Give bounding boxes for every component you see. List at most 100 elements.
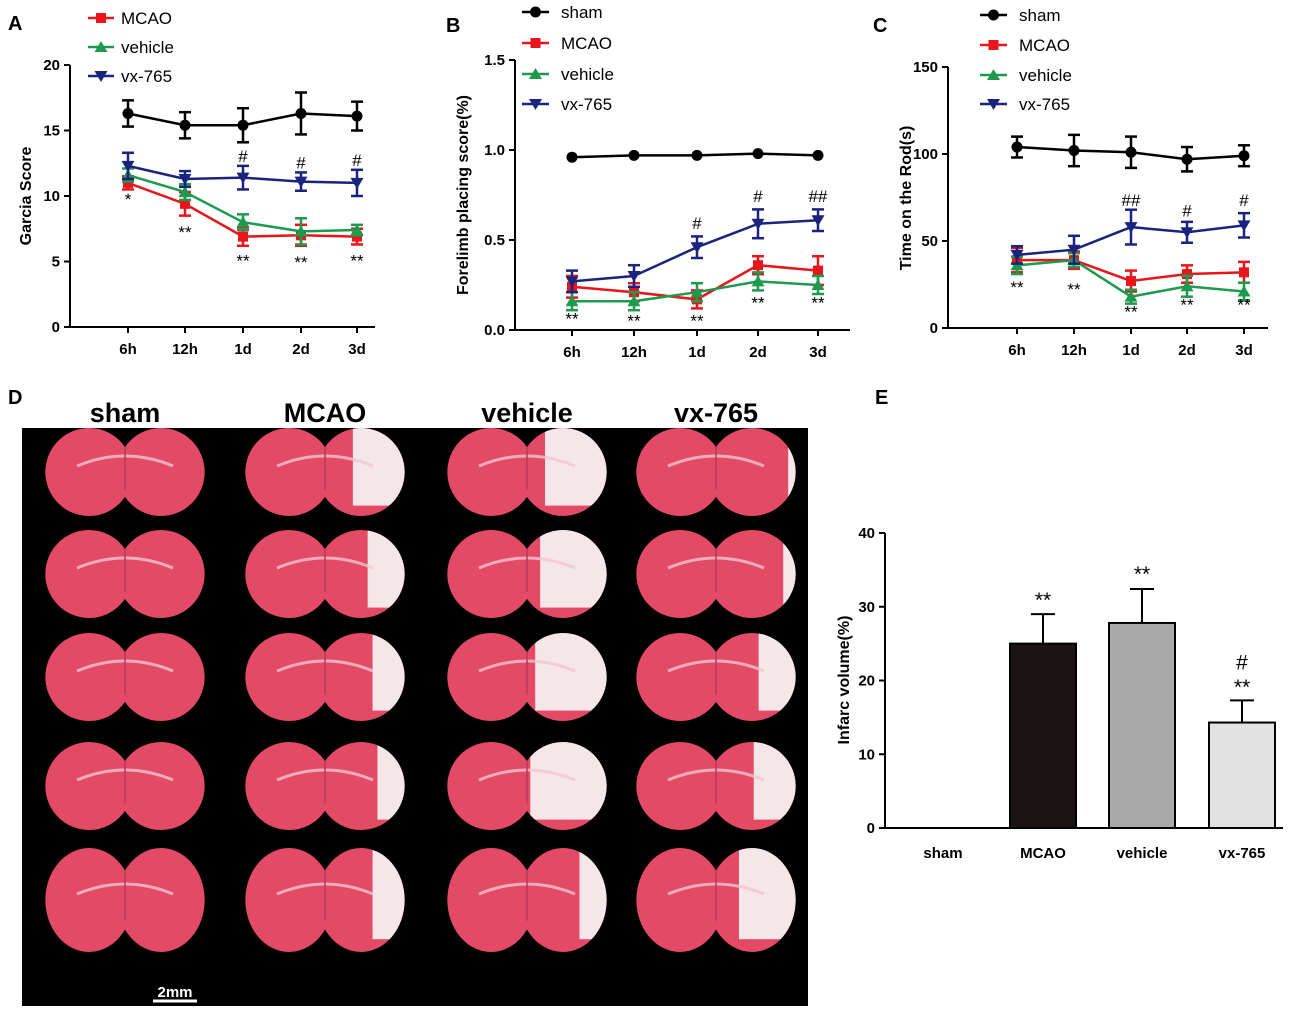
data-point xyxy=(352,231,362,242)
panel-letter-b: B xyxy=(446,15,460,37)
data-point xyxy=(1125,146,1137,158)
legend-marker xyxy=(96,13,106,23)
significance-mark: ** xyxy=(811,293,825,312)
data-point xyxy=(1124,290,1138,302)
y-tick-label: 20 xyxy=(858,673,875,690)
data-point xyxy=(751,275,765,287)
legend-item-vehicle: vehicle xyxy=(522,65,614,84)
data-point xyxy=(1011,141,1023,153)
legend-item-mcao: MCAO xyxy=(522,34,612,53)
legend-item-vx-765: vx-765 xyxy=(522,95,612,114)
y-tick-label: 20 xyxy=(43,57,60,74)
bar-vehicle xyxy=(1108,621,1176,829)
data-point xyxy=(294,176,308,188)
data-point xyxy=(813,265,823,276)
data-point xyxy=(294,225,308,237)
data-point xyxy=(690,242,704,254)
legend-marker xyxy=(530,38,541,48)
significance-mark: ** xyxy=(690,311,704,330)
data-point xyxy=(1237,285,1251,297)
panel-b-forelimb-chart: B 0.0 0.5 1.0 1.5 6h 12h 1d 2d 3d Forelimb placin… xyxy=(446,3,850,361)
significance-mark: # xyxy=(352,151,362,170)
legend-label: vehicle xyxy=(1019,66,1072,85)
panel-d-brain-slices: D sham MCAO vehicle vx-765 2mm xyxy=(8,387,808,1006)
panel-c-rod-chart: C 0 50 100 150 6h 12h 1d 2d 3d Time on the Rod(s)… xyxy=(873,6,1268,359)
panel-letter-c: C xyxy=(873,15,887,37)
significance-mark: ## xyxy=(809,187,828,206)
x-tick-label: sham xyxy=(923,845,962,862)
significance-mark: # xyxy=(1239,191,1249,210)
y-tick-label: 0 xyxy=(930,320,938,337)
x-tick-label: 6h xyxy=(119,341,137,358)
panel-letter-d: D xyxy=(8,387,22,409)
series-sham xyxy=(1011,133,1250,173)
data-point xyxy=(1010,249,1024,261)
bar-vx-765 xyxy=(1208,721,1276,829)
significance-mark: # xyxy=(753,187,763,206)
data-point xyxy=(752,148,764,160)
data-point xyxy=(178,186,192,198)
significance-mark: # xyxy=(1236,651,1248,674)
significance-mark: * xyxy=(125,190,132,209)
x-tick-label: 12h xyxy=(172,341,198,358)
significance-mark: ** xyxy=(236,252,250,271)
data-point xyxy=(351,110,363,122)
y-tick-label: 150 xyxy=(913,59,938,76)
legend-marker xyxy=(988,40,999,50)
panel-letter-a: A xyxy=(8,13,22,35)
legend-label: MCAO xyxy=(1019,36,1070,55)
data-point xyxy=(178,173,192,185)
y-tick-label: 0.5 xyxy=(484,232,505,249)
data-point xyxy=(1180,227,1194,239)
panel-letter-e: E xyxy=(875,387,888,409)
significance-mark: # xyxy=(692,214,702,233)
y-tick-label: 100 xyxy=(913,146,938,163)
series-sham xyxy=(566,148,824,163)
infarct-region xyxy=(788,428,796,506)
data-point xyxy=(811,279,825,290)
x-tick-label: 3d xyxy=(1235,342,1253,359)
data-point xyxy=(180,198,190,209)
data-point xyxy=(121,160,135,172)
y-tick-label: 0 xyxy=(52,319,60,336)
legend-marker xyxy=(94,71,108,82)
legend-item-mcao: MCAO xyxy=(980,36,1070,55)
legend-marker xyxy=(529,99,542,110)
y-tick-label: 10 xyxy=(858,746,875,763)
legend-item-vehicle: vehicle xyxy=(980,66,1072,85)
x-tick-label: 3d xyxy=(348,341,366,358)
legend-marker xyxy=(529,68,542,79)
data-point xyxy=(565,295,579,307)
series-vehicle xyxy=(565,271,825,312)
y-tick-label: 40 xyxy=(858,525,875,542)
column-header-vx-765: vx-765 xyxy=(674,398,758,428)
legend-item-mcao: MCAO xyxy=(88,9,172,28)
x-tick-label: 3d xyxy=(809,344,827,361)
x-tick-label: 1d xyxy=(688,344,706,361)
column-header-sham: sham xyxy=(90,398,161,428)
legend-label: vx-765 xyxy=(561,95,612,114)
significance-mark: ## xyxy=(1122,191,1141,210)
data-point xyxy=(1238,150,1250,162)
data-point xyxy=(1124,222,1138,234)
series-vx-765 xyxy=(121,151,364,198)
data-point xyxy=(690,286,704,298)
panel-e-infarct-bar-chart: E 0 10 20 30 40 Infarc volume(%) sham MCAO vehic… xyxy=(836,387,1283,862)
data-point xyxy=(236,172,250,184)
legend-item-vx-765: vx-765 xyxy=(88,67,172,86)
data-point xyxy=(1239,267,1249,278)
x-tick-label: 1d xyxy=(234,341,252,358)
y-tick-label: 10 xyxy=(43,188,60,205)
column-header-vehicle: vehicle xyxy=(481,398,573,428)
significance-mark: ** xyxy=(1010,278,1024,297)
data-point xyxy=(350,224,364,236)
legend-item-vx-765: vx-765 xyxy=(980,95,1070,114)
data-point xyxy=(1067,244,1081,256)
data-point xyxy=(1126,276,1136,287)
y-tick-label: 50 xyxy=(921,233,938,250)
data-point xyxy=(236,216,250,228)
legend-label: vx-765 xyxy=(121,67,172,86)
legend-marker xyxy=(987,99,1000,110)
y-tick-label: 15 xyxy=(43,123,60,140)
